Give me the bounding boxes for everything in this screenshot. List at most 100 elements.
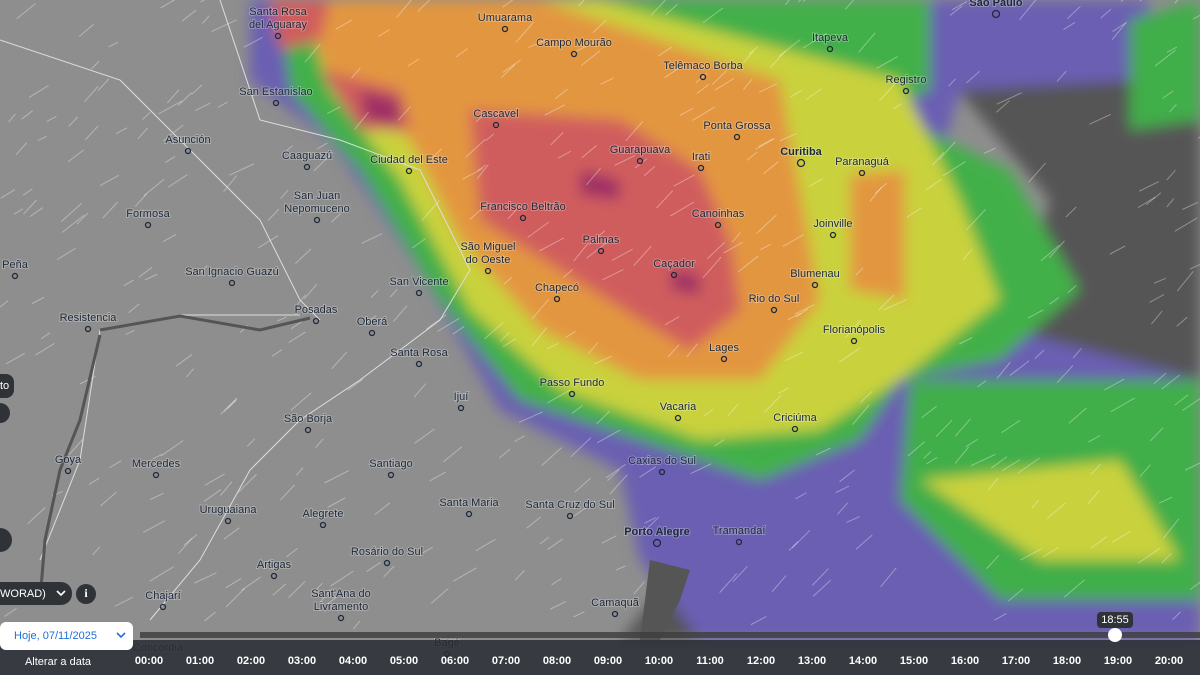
wind-streak [31,296,45,305]
wind-streak [220,397,238,415]
city-label: Passo Fundo [540,377,605,389]
date-label: Hoje, 07/11/2025 [14,630,97,642]
city-dot [484,267,492,275]
side-button[interactable] [0,403,10,423]
wind-streak [664,316,680,326]
city-label: San Juan [294,190,340,202]
wind-streak [500,64,516,79]
hour-label: 07:00 [492,655,520,667]
wind-streak [144,273,158,281]
wind-streak [199,265,208,274]
time-slider[interactable] [1108,628,1122,642]
wind-streak [141,111,151,121]
wind-streak [539,536,550,545]
wind-streak [100,491,117,507]
wind-streak [938,141,956,160]
wind-streak [703,408,714,417]
wind-streak [123,279,134,287]
wind-streak [1137,196,1156,208]
city-dot [270,572,278,580]
info-icon: i [84,586,88,600]
city-dot [184,147,192,155]
wind-streak [325,596,337,606]
side-button[interactable] [0,528,12,552]
layer-button[interactable] [0,582,72,605]
wind-streak [1169,103,1177,113]
city-dot [902,87,910,95]
date-button[interactable] [0,622,133,650]
wind-streak [815,447,831,456]
wind-streak [15,142,28,155]
wind-streak [515,569,525,581]
wind-streak [605,463,626,479]
wind-streak [771,575,787,592]
radar-yellow [920,460,1180,560]
wind-streak [737,255,759,273]
city-dot [697,164,705,172]
wind-streak [878,294,895,311]
radar-purple [360,90,700,295]
current-time: 18:55 [1101,614,1129,626]
wind-streak [383,565,395,578]
wind-streak [643,165,656,177]
timeline-track [140,632,1200,638]
wind-streak [67,149,85,163]
city-label: San Estanislao [239,86,312,98]
wind-streak [949,5,963,16]
wind-streak [633,581,645,595]
city-dot [312,317,320,325]
radar-red [270,0,740,350]
wind-streak [1149,294,1165,303]
wind-streak [1109,245,1126,255]
wind-streak [879,82,897,102]
side-button[interactable] [0,374,14,398]
wind-streak [951,1,968,11]
wind-streak [593,355,612,365]
wind-streak [149,492,164,501]
wind-streak [437,317,460,333]
wind-streak [335,19,353,30]
wind-streak [1056,365,1074,384]
wind-streak [531,327,548,347]
wind-streak [1112,22,1126,32]
wind-streak [756,214,777,234]
city-dot [387,471,395,479]
wind-streak [790,89,802,98]
wind-streak [319,589,331,603]
city-dot [64,467,72,475]
wind-streak [954,446,970,464]
wind-streak [763,161,779,175]
city-label: Asunción [165,134,210,146]
change-date[interactable]: Alterar a data [25,656,92,668]
wind-streak [1056,70,1067,82]
wind-streak [290,392,312,411]
wind-streak [806,88,822,100]
wind-streak [673,174,695,187]
wind-streak [573,500,596,517]
wind-streak [431,148,442,159]
city-dot [519,214,527,222]
wind-streak [219,481,233,497]
city-label: Santa Rosa [390,347,448,359]
wind-streak [925,178,943,191]
wind-streak [779,132,798,142]
city-label: Florianópolis [823,324,886,336]
wind-streak [498,448,511,459]
wind-streak [607,469,620,481]
wind-streak [1067,285,1077,294]
city-label: Porto Alegre [624,526,690,538]
wind-streak [811,568,829,586]
wind-streak [76,212,89,225]
info-button[interactable] [76,584,96,604]
wind-streak [37,135,47,142]
hour-label: 00:00 [135,655,163,667]
wind-streak [1034,349,1045,360]
wind-streak [4,607,17,617]
wind-streak [1063,21,1076,31]
wind-streak [1153,372,1167,385]
wind-streak [499,332,510,342]
wind-streak [172,124,184,134]
wind-streak [942,161,966,177]
city-dot [272,99,280,107]
